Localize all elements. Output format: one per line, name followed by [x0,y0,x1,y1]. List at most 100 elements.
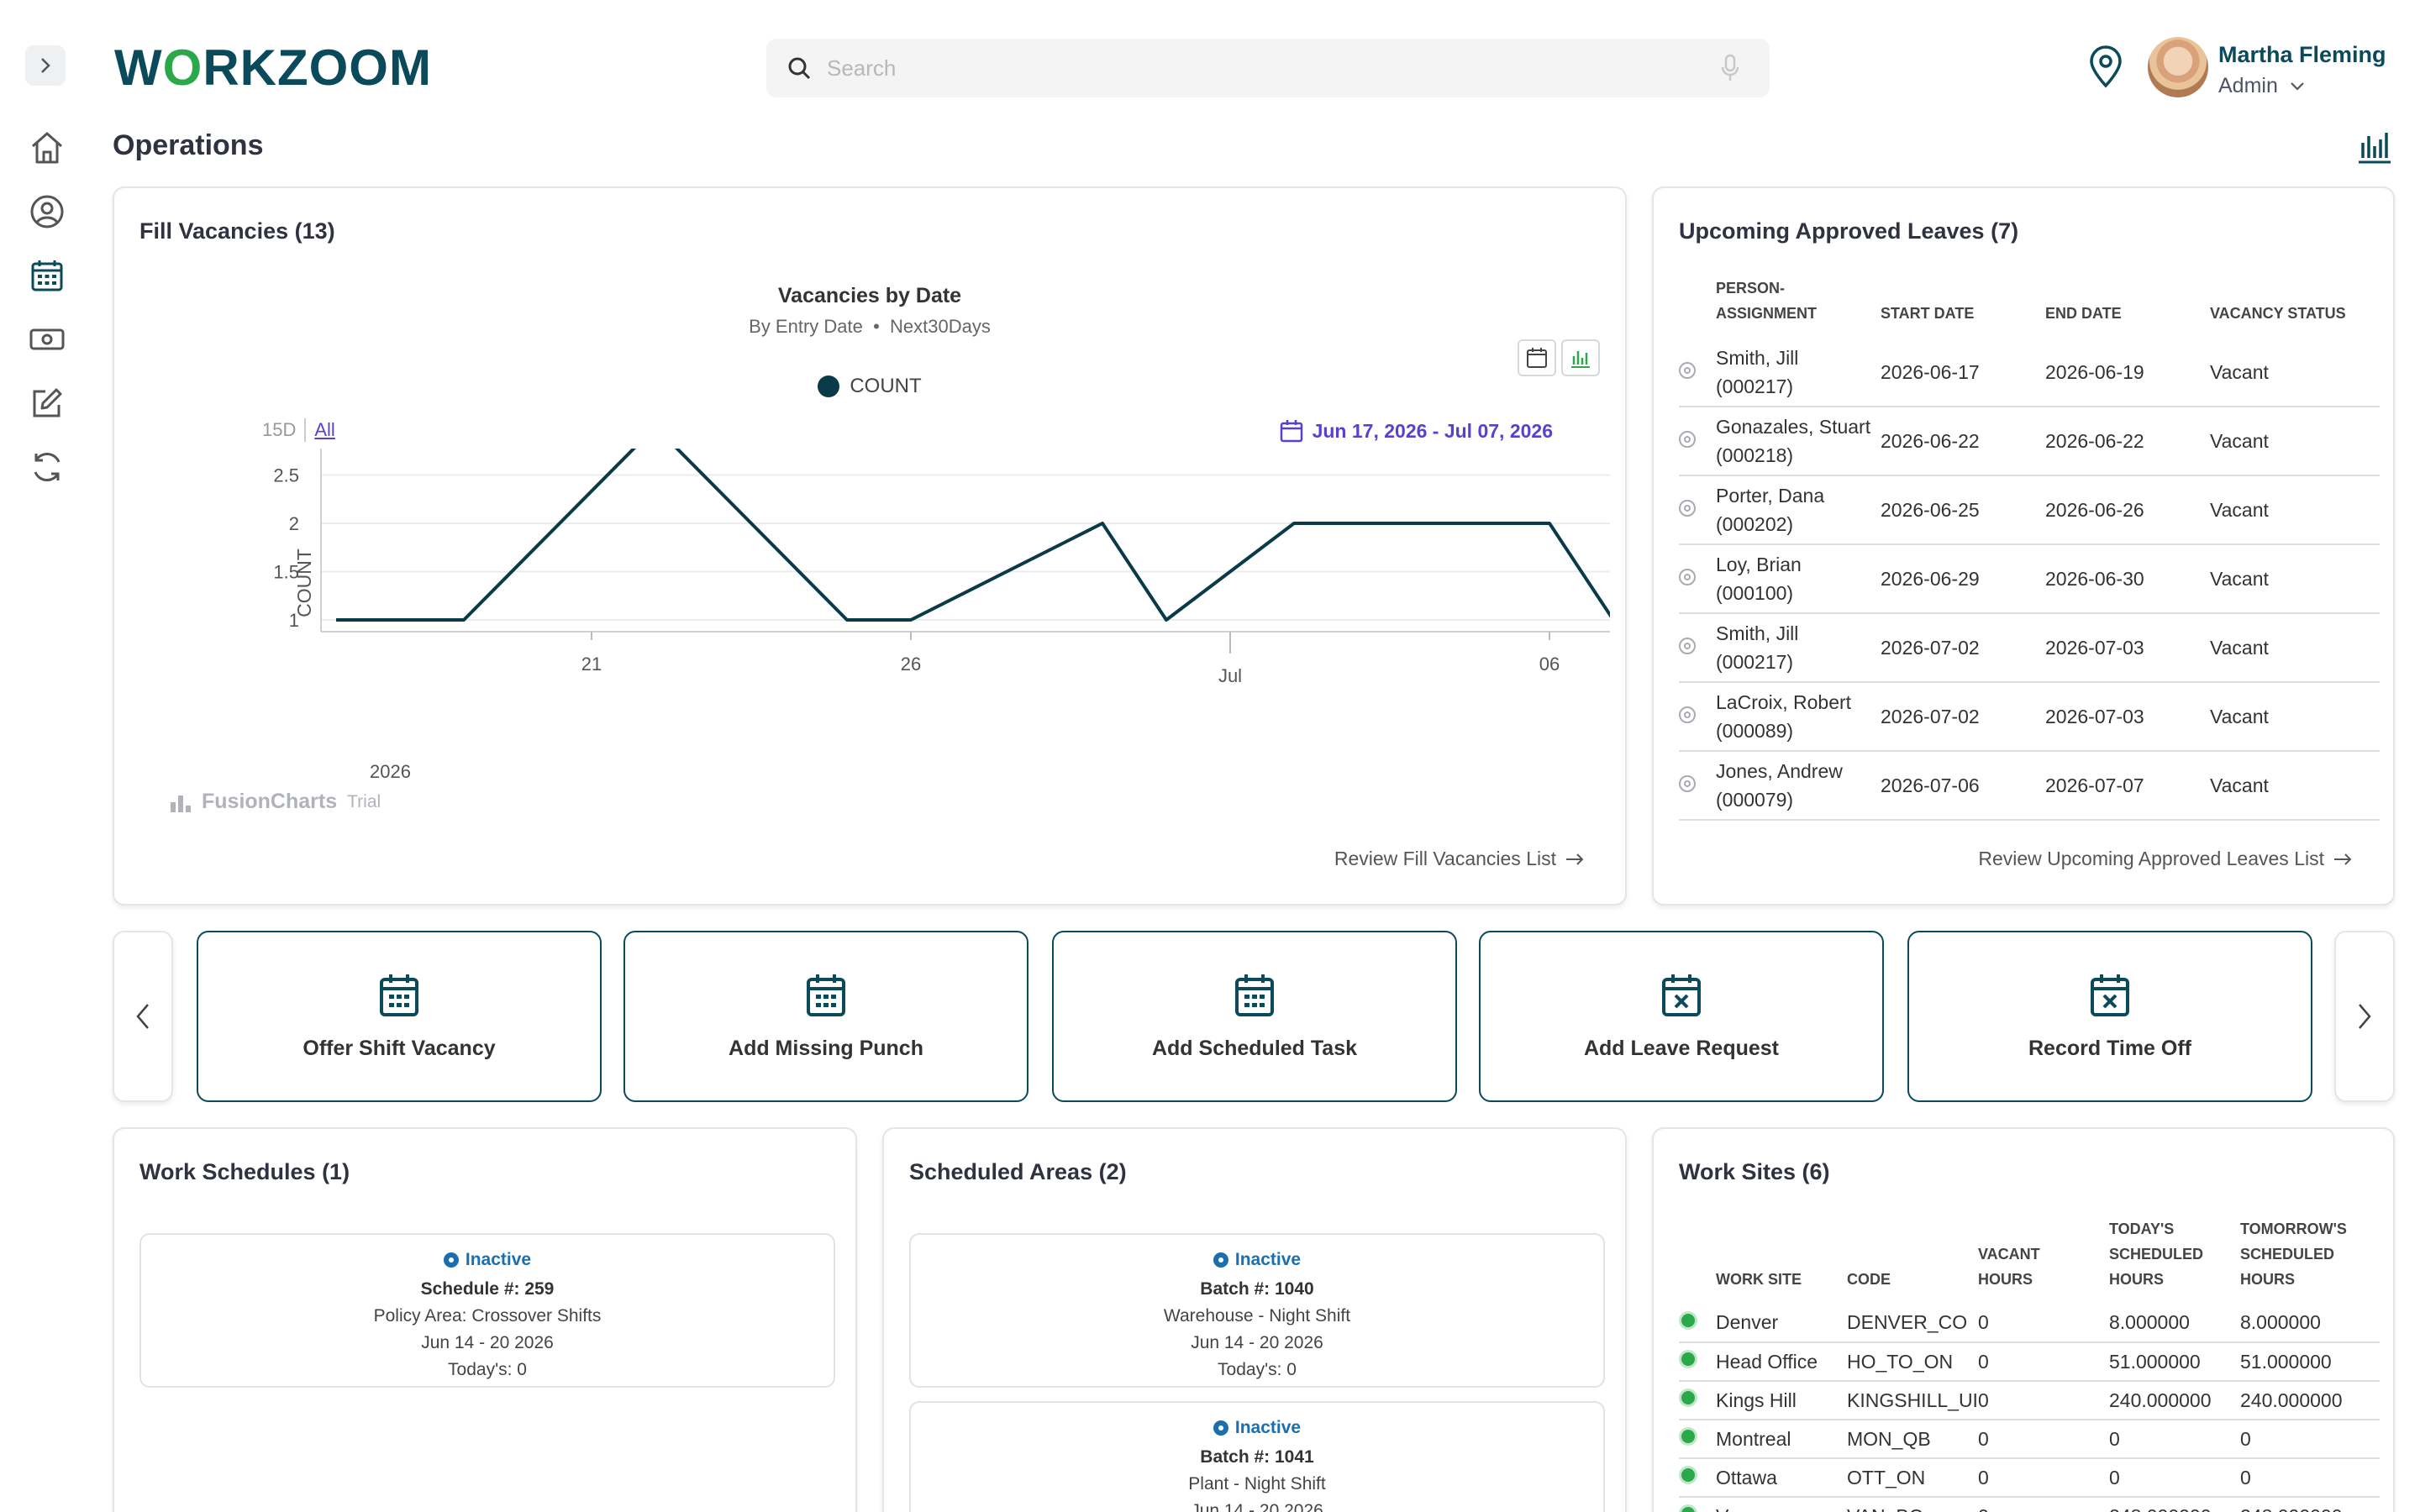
x-tick-label: Jul [1218,665,1242,686]
fusioncharts-watermark: FusionCharts Trial [170,790,381,814]
nav-home[interactable] [24,124,71,171]
quick-actions-next-button[interactable] [2334,931,2395,1102]
chart-title: Vacancies by Date [777,284,962,307]
offer-shift-vacancy-button[interactable]: Offer Shift Vacancy [197,931,602,1102]
y-tick-label: 1.5 [273,562,299,583]
calendar-x-icon [1662,974,1701,1016]
table-header: VACANCY STATUS [2210,305,2346,322]
location-pin-icon[interactable] [2087,45,2124,89]
add-missing-punch-button[interactable]: Add Missing Punch [623,931,1028,1102]
nav-processes[interactable] [24,444,71,491]
fill-vacancies-title: Fill Vacancies (13) [139,218,335,244]
data-point[interactable] [902,612,919,628]
data-point[interactable] [1158,612,1175,628]
chart-legend[interactable]: COUNT [114,375,1625,398]
calendar-view-button[interactable] [1518,339,1556,376]
person-cell: Smith, Jill (000217) [1716,613,1881,683]
tomorrow-hours-cell: 0 [2240,1420,2380,1459]
table-row[interactable]: VancouverVAN_BC0248.000000248.000000 [1679,1497,2380,1512]
status-dot-icon [1213,1420,1228,1436]
table-row[interactable]: Kings Hill KINGSHILL_UI 0 240.000000 240.000… [1679,1381,2380,1420]
chart-view-button[interactable] [1561,339,1600,376]
watermark-trial: Trial [347,791,381,811]
data-point[interactable] [1094,515,1111,532]
vacancies-line-chart: COUNT 2026 11.522.532126Jul06 [273,449,1610,782]
table-row[interactable]: Loy, Brian (000100) 2026-06-29 2026-06-30 Va… [1679,544,2380,614]
expand-sidebar-button[interactable] [25,45,66,86]
vacancy-status-cell: Vacant [2210,751,2380,821]
person-cell: Gonazales, Stuart (000218) [1716,407,1881,476]
add-leave-request-button[interactable]: Add Leave Request [1479,931,1884,1102]
data-point[interactable] [1541,515,1558,532]
site-status-cell [1679,1342,1716,1382]
edit-icon [33,388,62,417]
row-status-cell [1679,751,1716,821]
data-point[interactable] [328,612,345,628]
table-header: START DATE [1881,305,1975,322]
nav-schedule[interactable] [24,252,71,299]
search-input[interactable] [827,55,1667,81]
table-row[interactable]: LaCroix, Robert (000089) 2026-07-02 2026-07… [1679,682,2380,752]
date-range-picker[interactable]: Jun 17, 2026 - Jul 07, 2026 [1279,418,1553,444]
row-status-cell [1679,475,1716,545]
batch-number: Batch #: 1041 [1200,1447,1314,1467]
table-row[interactable]: Ottawa OTT_ON 0 0 0 [1679,1458,2380,1498]
table-row[interactable]: Head Office HO_TO_ON 0 51.000000 51.000000 [1679,1342,2380,1382]
range-all-button[interactable]: All [314,419,335,440]
record-time-off-button[interactable]: Record Time Off [1907,931,2312,1102]
person-id: (000089) [1716,720,1794,742]
table-row[interactable]: Jones, Andrew (000079) 2026-07-06 2026-07-0… [1679,751,2380,821]
table-row[interactable]: Porter, Dana (000202) 2026-06-25 2026-06-26… [1679,475,2380,545]
page-title: Operations [113,129,264,161]
fill-vacancies-card: Fill Vacancies (13) Vacancies by Date By… [113,186,1627,906]
vacancy-status-cell: Vacant [2210,613,2380,683]
approved-leaves-card: Upcoming Approved Leaves (7) PERSON-ASSI… [1652,186,2395,906]
table-row[interactable]: Smith, Jill (000217) 2026-07-02 2026-07-03 V… [1679,613,2380,683]
table-row[interactable]: Smith, Jill (000217) 2026-06-17 2026-06-19 V… [1679,338,2380,407]
table-header: END DATE [2045,305,2122,322]
vacancy-status-cell: Vacant [2210,338,2380,407]
legend-marker [818,375,840,397]
person-cell: Jones, Andrew (000079) [1716,751,1881,821]
workzoom-logo[interactable]: WORKZOOM [114,39,432,96]
money-icon [29,328,65,350]
fusioncharts-logo-icon [171,795,191,812]
nav-edit[interactable] [24,380,71,427]
site-status-cell [1679,1497,1716,1512]
series-line-count [336,449,1610,622]
data-point[interactable] [1605,612,1610,628]
start-date-cell: 2026-07-02 [1881,613,2045,683]
site-name-cell: Vancouver [1716,1497,1847,1512]
table-header-icon [1679,1216,1716,1304]
review-leaves-label: Review Upcoming Approved Leaves List [1978,848,2324,869]
microphone-icon[interactable] [1721,54,1739,82]
x-tick-label: 06 [1539,654,1560,675]
avatar[interactable] [2148,37,2208,97]
person-cell: Loy, Brian (000100) [1716,544,1881,614]
review-leaves-link[interactable]: Review Upcoming Approved Leaves List [1978,848,2353,870]
review-fill-vacancies-link[interactable]: Review Fill Vacancies List [1334,848,1585,870]
table-row[interactable]: Denver DENVER_CO 0 8.000000 8.000000 [1679,1304,2380,1343]
add-scheduled-task-button[interactable]: Add Scheduled Task [1052,931,1457,1102]
nav-profile[interactable] [24,188,71,235]
person-id: (000079) [1716,789,1794,811]
user-role-dropdown[interactable]: Admin [2218,74,2305,98]
scheduled-area-item[interactable]: Inactive Batch #: 1040 Warehouse - Night… [909,1233,1605,1388]
chevron-right-icon [41,58,50,73]
nav-payroll[interactable] [24,316,71,363]
schedule-item[interactable]: Inactive Schedule #: 259 Policy Area: Cr… [139,1233,835,1388]
vacant-hours-cell: 0 [1978,1304,2109,1343]
range-15d-button[interactable]: 15D [262,419,297,440]
vacancy-status-cell: Vacant [2210,682,2380,752]
table-row[interactable]: Gonazales, Stuart (000218) 2026-06-22 2026-… [1679,407,2380,476]
y-tick-label: 2.5 [273,465,299,486]
person-cell: Smith, Jill (000217) [1716,338,1881,407]
quick-actions-prev-button[interactable] [113,931,173,1102]
table-row[interactable]: Montreal MON_QB 0 0 0 [1679,1420,2380,1459]
data-point[interactable] [1286,515,1302,532]
bar-chart-icon[interactable] [2356,128,2393,165]
data-point[interactable] [839,612,855,628]
today-hours-cell: 0 [2109,1420,2240,1459]
scheduled-area-item[interactable]: Inactive Batch #: 1041 Plant - Night Shi… [909,1401,1605,1512]
data-point[interactable] [455,612,472,628]
